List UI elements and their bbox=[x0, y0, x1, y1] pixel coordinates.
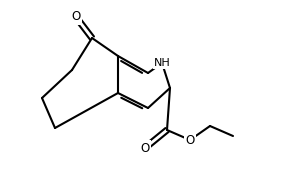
Text: O: O bbox=[71, 11, 81, 23]
Text: O: O bbox=[141, 142, 150, 155]
Text: NH: NH bbox=[154, 58, 170, 68]
Text: O: O bbox=[185, 134, 195, 146]
